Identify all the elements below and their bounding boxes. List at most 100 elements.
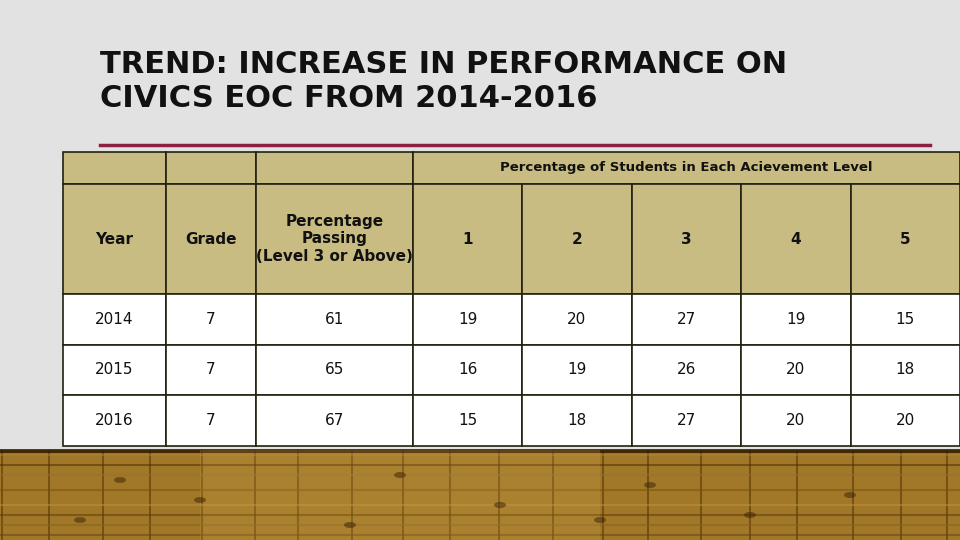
Bar (796, 450, 798, 540)
Bar (413, 395, 522, 446)
Bar (48, 450, 50, 540)
Bar (700, 450, 702, 540)
Bar (851, 395, 960, 446)
Bar (741, 184, 851, 294)
Bar (166, 294, 256, 345)
Text: Grade: Grade (185, 232, 237, 246)
Text: 65: 65 (324, 362, 344, 377)
Bar (63, 152, 166, 184)
Bar (522, 395, 632, 446)
Ellipse shape (74, 517, 86, 523)
Bar (63, 294, 166, 345)
Ellipse shape (644, 482, 656, 488)
Text: Year: Year (96, 232, 133, 246)
Text: 61: 61 (324, 312, 344, 327)
Bar (256, 152, 413, 184)
Bar (851, 184, 960, 294)
Text: 19: 19 (458, 312, 477, 327)
Bar (256, 395, 413, 446)
Text: 3: 3 (681, 232, 692, 246)
Bar (63, 184, 166, 294)
Text: 5: 5 (900, 232, 911, 246)
Bar (522, 184, 632, 294)
Ellipse shape (594, 517, 606, 523)
Bar (741, 294, 851, 345)
Bar (413, 184, 522, 294)
Text: 20: 20 (786, 362, 805, 377)
Bar (402, 450, 403, 540)
Bar (351, 450, 352, 540)
Bar (166, 184, 256, 294)
Bar (749, 450, 751, 540)
Bar (522, 294, 632, 345)
Bar (647, 450, 649, 540)
Text: 20: 20 (786, 413, 805, 428)
Bar (900, 450, 901, 540)
Ellipse shape (194, 497, 206, 503)
Bar (166, 395, 256, 446)
Bar (1, 450, 3, 540)
Bar (166, 345, 256, 395)
Bar (256, 345, 413, 395)
Text: 26: 26 (677, 362, 696, 377)
Text: TREND: INCREASE IN PERFORMANCE ON
CIVICS EOC FROM 2014-2016: TREND: INCREASE IN PERFORMANCE ON CIVICS… (100, 50, 787, 113)
Text: 20: 20 (567, 312, 587, 327)
Bar (413, 345, 522, 395)
Text: Percentage of Students in Each Acievement Level: Percentage of Students in Each Acievemen… (500, 161, 873, 174)
Bar (552, 450, 554, 540)
Text: 19: 19 (567, 362, 587, 377)
Text: 27: 27 (677, 312, 696, 327)
Ellipse shape (844, 492, 856, 498)
Text: 18: 18 (567, 413, 587, 428)
Text: 16: 16 (458, 362, 477, 377)
Bar (632, 184, 741, 294)
Text: 2014: 2014 (95, 312, 133, 327)
Text: 7: 7 (206, 312, 216, 327)
Bar (0, 450, 960, 540)
Text: 1: 1 (463, 232, 472, 246)
Bar (522, 345, 632, 395)
Text: 20: 20 (896, 413, 915, 428)
Ellipse shape (344, 522, 356, 528)
Ellipse shape (494, 502, 506, 508)
Bar (201, 450, 203, 540)
Ellipse shape (114, 477, 126, 483)
Bar (851, 294, 960, 345)
Bar (741, 395, 851, 446)
Ellipse shape (394, 472, 406, 478)
Bar (413, 152, 960, 184)
Bar (498, 450, 499, 540)
Text: 2: 2 (571, 232, 583, 246)
Text: 2015: 2015 (95, 362, 133, 377)
Bar (166, 152, 256, 184)
Bar (413, 294, 522, 345)
Bar (256, 184, 413, 294)
Ellipse shape (744, 512, 756, 518)
Bar (449, 450, 450, 540)
Bar (602, 450, 604, 540)
Text: 67: 67 (324, 413, 344, 428)
Text: 19: 19 (786, 312, 805, 327)
Text: 15: 15 (458, 413, 477, 428)
Bar (63, 395, 166, 446)
Bar (946, 450, 948, 540)
Bar (200, 450, 600, 540)
Bar (63, 345, 166, 395)
Text: 4: 4 (790, 232, 802, 246)
Bar (0, 449, 960, 453)
Text: 27: 27 (677, 413, 696, 428)
Text: 7: 7 (206, 413, 216, 428)
Bar (256, 294, 413, 345)
Text: Percentage
Passing
(Level 3 or Above): Percentage Passing (Level 3 or Above) (256, 214, 413, 264)
Bar (741, 345, 851, 395)
Text: 18: 18 (896, 362, 915, 377)
Bar (632, 345, 741, 395)
Bar (632, 294, 741, 345)
Bar (852, 450, 853, 540)
Bar (102, 450, 104, 540)
Text: 15: 15 (896, 312, 915, 327)
Text: 7: 7 (206, 362, 216, 377)
Bar (254, 450, 255, 540)
Bar (632, 395, 741, 446)
Bar (149, 450, 151, 540)
